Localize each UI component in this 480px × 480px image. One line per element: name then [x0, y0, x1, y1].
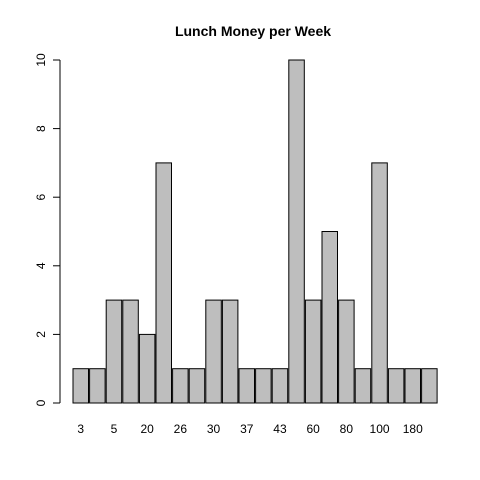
bar-175	[387, 368, 405, 404]
x-tick-label-26: 26	[174, 422, 188, 436]
bar-3	[72, 368, 89, 404]
x-tick-label-180: 180	[403, 422, 423, 436]
bar-25	[155, 162, 172, 404]
bar-70	[321, 231, 338, 404]
bar-100	[371, 162, 388, 404]
y-tick-label-6: 6	[34, 194, 48, 201]
bar-37	[238, 368, 255, 404]
y-axis: 0 2 4 6 8 10	[34, 53, 61, 406]
bar-10	[122, 299, 139, 404]
x-tick-label-60: 60	[306, 422, 320, 436]
bar-35	[221, 299, 239, 404]
x-tick-label-37: 37	[240, 422, 254, 436]
y-tick-label-4: 4	[34, 262, 48, 269]
x-tick-label-30: 30	[207, 422, 221, 436]
x-tick-label-5: 5	[111, 422, 118, 436]
bar-60	[304, 299, 322, 404]
bar-30	[205, 299, 222, 404]
bar-50	[288, 59, 305, 404]
bar-26	[172, 368, 189, 404]
bar-200	[421, 368, 438, 404]
chart-title: Lunch Money per Week	[175, 23, 331, 39]
bar-80	[338, 299, 355, 404]
bar-29	[188, 368, 206, 404]
y-tick-label-0: 0	[34, 399, 48, 406]
bar-40	[255, 368, 272, 404]
x-tick-label-100: 100	[370, 422, 390, 436]
bar-5	[105, 299, 123, 404]
x-tick-label-43: 43	[273, 422, 287, 436]
bar-4	[89, 368, 106, 404]
y-tick-label-10: 10	[34, 53, 48, 67]
bars-layer	[72, 59, 438, 404]
bar-180	[404, 368, 421, 404]
bar-90	[354, 368, 372, 404]
bar-43	[271, 368, 289, 404]
y-tick-label-2: 2	[34, 331, 48, 338]
x-axis-labels: 3 5 20 26 30 37 43 60 80 100 180	[77, 422, 423, 436]
y-tick-label-8: 8	[34, 125, 48, 132]
x-tick-label-20: 20	[140, 422, 154, 436]
x-tick-label-80: 80	[340, 422, 354, 436]
bar-20	[138, 333, 156, 404]
x-tick-label-3: 3	[77, 422, 84, 436]
